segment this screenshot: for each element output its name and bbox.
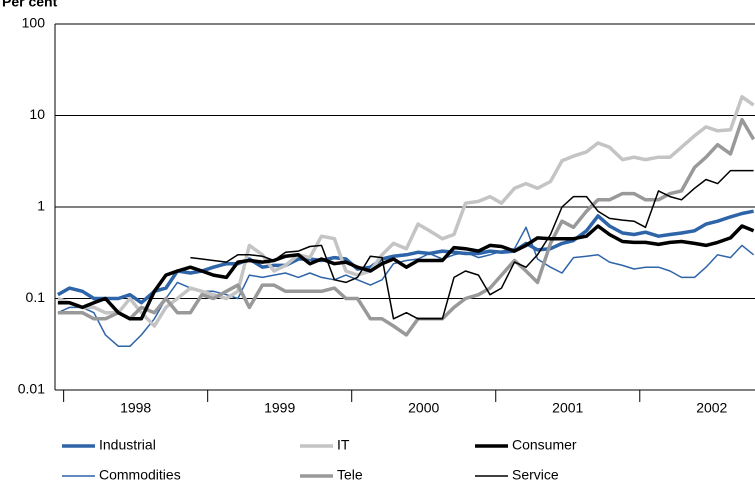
y-tick-label: 0.1 (26, 289, 46, 305)
legend-label: Service (512, 467, 559, 483)
series-line (57, 117, 755, 337)
legend-label: Commodities (99, 467, 181, 483)
y-tick-label: 10 (29, 106, 45, 122)
x-tick-label: 2000 (408, 400, 439, 416)
series-line (57, 226, 755, 348)
y-tick-label: 100 (22, 15, 46, 31)
x-tick-label: 1998 (120, 400, 151, 416)
grid: 0.01 0.1 1 10 100 1998 1999 2000 2001 2002 (18, 15, 755, 416)
y-tick-label: 0.01 (18, 381, 45, 397)
series-line (57, 95, 755, 328)
lines (57, 95, 755, 348)
y-tick-label: 1 (37, 198, 45, 214)
x-tick-label: 2002 (696, 400, 727, 416)
series-line (57, 224, 755, 321)
legend-label: Tele (337, 467, 363, 483)
x-tick-label: 1999 (264, 400, 295, 416)
legend-label: Industrial (99, 437, 156, 453)
x-tick-label: 2001 (552, 400, 583, 416)
legend-label: Consumer (512, 437, 577, 453)
series-line (190, 169, 754, 320)
legend-label: IT (337, 437, 350, 453)
legend: Industrial IT Consumer Commodities Tele Servi… (62, 437, 577, 483)
series-line (57, 209, 754, 305)
y-axis-label: Per cent (2, 0, 58, 10)
